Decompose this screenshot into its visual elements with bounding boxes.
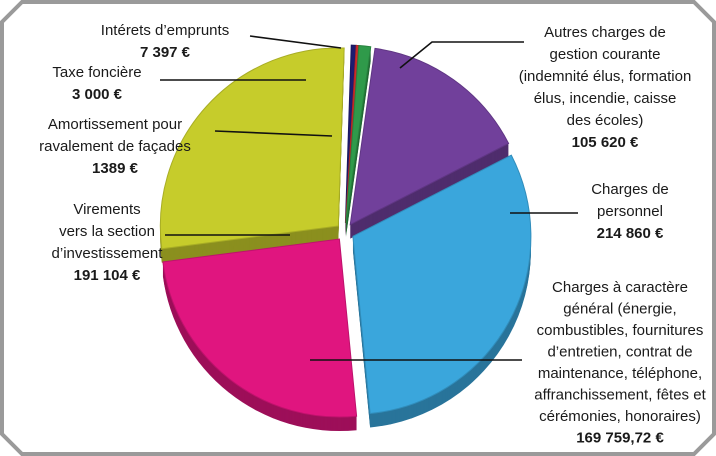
- slice-label: des écoles): [567, 112, 644, 129]
- slice: [162, 238, 358, 418]
- slice-side: [345, 56, 371, 235]
- value-label: 214 860 €: [597, 225, 664, 242]
- pie-tops: [159, 44, 532, 418]
- slice: [159, 47, 345, 250]
- slice-side: [345, 53, 371, 232]
- slice-label: Virements: [73, 201, 140, 218]
- slice-side: [345, 57, 371, 236]
- slice-label: élus, incendie, caisse: [534, 90, 677, 107]
- slice-label: d’entretien, contrat de: [547, 343, 692, 360]
- slice-label: Taxe foncière: [52, 64, 141, 81]
- value-label: 105 620 €: [572, 134, 639, 151]
- slice-side: [345, 54, 371, 233]
- slice: [345, 44, 372, 224]
- slice-label: d’investissement: [52, 245, 164, 262]
- value-label: 3 000 €: [72, 86, 123, 103]
- slice-side: [345, 55, 371, 234]
- slice-label: vers la section: [59, 223, 155, 240]
- slice: [349, 47, 510, 226]
- slice-label: combustibles, fournitures: [537, 322, 704, 339]
- slice-side: [345, 50, 371, 229]
- slice-side: [345, 59, 371, 238]
- value-label: 7 397 €: [140, 44, 191, 61]
- slice-label: Charges à caractère: [552, 279, 688, 296]
- value-label: 191 104 €: [74, 267, 141, 284]
- slice-label: général (énergie,: [563, 300, 676, 317]
- slice-label: Charges de: [591, 181, 669, 198]
- value-label: 1389 €: [92, 160, 139, 177]
- slice-label: maintenance, téléphone,: [538, 365, 702, 382]
- slice-label: personnel: [597, 203, 663, 220]
- slice-side: [345, 51, 371, 230]
- slice-side: [345, 52, 371, 231]
- slice: [352, 154, 532, 415]
- slice-label: Intérets d’emprunts: [101, 22, 229, 39]
- slice-label: cérémonies, honoraires): [539, 408, 701, 425]
- slice-label: gestion courante: [550, 46, 661, 63]
- labels: Autres charges de gestion courante (indemn…: [39, 22, 706, 447]
- slice-label: ravalement de façades: [39, 138, 191, 155]
- leader-line: [399, 41, 524, 69]
- leader-line: [214, 130, 333, 137]
- slice-side: [345, 58, 371, 237]
- slice-label: Amortissement pour: [48, 116, 182, 133]
- slice-label: Autres charges de: [544, 24, 666, 41]
- slice-label: affranchissement, fêtes et: [534, 386, 706, 403]
- leader-line: [249, 35, 342, 49]
- slice-label: (indemnité élus, formation: [519, 68, 692, 85]
- value-label: 169 759,72 €: [576, 429, 664, 446]
